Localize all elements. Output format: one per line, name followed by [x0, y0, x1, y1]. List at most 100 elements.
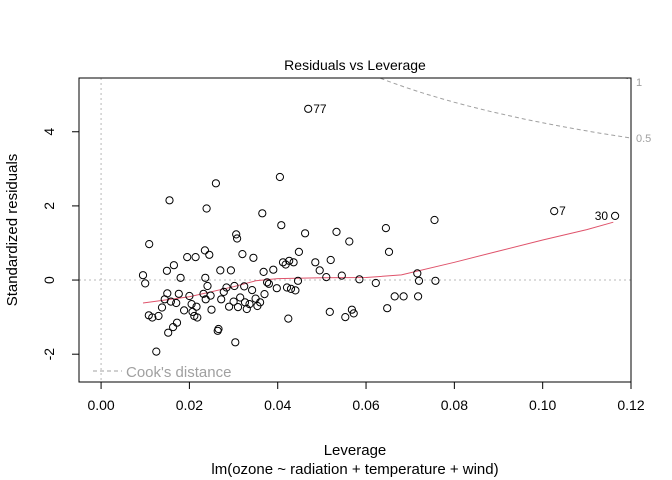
- data-point: [291, 286, 300, 295]
- x-axis-label: Leverage: [324, 442, 387, 459]
- reference-lines: [79, 78, 631, 382]
- data-point: [278, 258, 288, 267]
- x-tick-label: 0.06: [352, 397, 379, 413]
- data-point: [264, 279, 273, 288]
- data-point: [172, 298, 181, 308]
- data-point: [251, 294, 260, 303]
- data-point: [285, 256, 294, 265]
- data-point: [311, 258, 320, 267]
- cooks-contour-half: [378, 78, 631, 139]
- data-point: [381, 224, 390, 233]
- data-point: [238, 250, 247, 259]
- data-point: [272, 284, 281, 293]
- data-point: [304, 104, 313, 113]
- data-point: [154, 311, 163, 321]
- data-point: [233, 303, 243, 312]
- data-point: [203, 281, 212, 291]
- data-point: [240, 282, 249, 291]
- legend: Cook's distance: [93, 364, 231, 381]
- data-point: [431, 276, 440, 285]
- y-axis: -2 0 2 4: [41, 128, 79, 361]
- cooks-contour-label: 1: [636, 77, 642, 89]
- data-point: [289, 258, 298, 267]
- data-point: [230, 281, 239, 291]
- point-label: 30: [595, 209, 609, 223]
- data-point: [166, 297, 175, 306]
- data-point: [222, 283, 231, 292]
- data-point: [185, 291, 194, 301]
- data-point: [242, 304, 251, 314]
- data-point: [200, 246, 209, 255]
- data-point: [232, 230, 241, 239]
- data-point: [294, 247, 303, 256]
- data-point: [282, 283, 292, 292]
- data-point: [347, 305, 356, 314]
- cooks-contour-labels: 10.5: [636, 77, 651, 145]
- data-point: [337, 271, 346, 280]
- x-tick-label: 0.08: [441, 397, 468, 413]
- data-point: [249, 253, 258, 262]
- point-labels: 777 30: [313, 102, 608, 223]
- data-point: [286, 284, 296, 293]
- data-point: [180, 306, 189, 315]
- data-point: [172, 318, 182, 327]
- data-point: [611, 211, 620, 220]
- data-point: [258, 209, 267, 218]
- y-axis-label: Standardized residuals: [4, 154, 21, 307]
- data-point: [152, 347, 161, 356]
- cooks-contour-label: 0.5: [636, 133, 651, 145]
- cooks-distance-contours: [378, 78, 631, 139]
- data-point: [211, 179, 220, 188]
- data-point: [390, 292, 399, 301]
- data-point: [183, 253, 192, 262]
- y-tick-label: -2: [41, 348, 57, 361]
- data-point: [349, 309, 358, 318]
- data-point: [414, 292, 423, 301]
- data-point: [226, 266, 235, 275]
- x-tick-label: 0.12: [617, 397, 644, 413]
- data-point: [162, 266, 171, 275]
- y-tick-label: 4: [41, 128, 57, 136]
- data-point: [206, 291, 215, 300]
- data-point: [384, 247, 394, 256]
- data-point: [207, 305, 216, 314]
- point-label: 77: [313, 102, 327, 116]
- data-point: [383, 304, 392, 313]
- y-tick-label: 2: [41, 202, 57, 210]
- smoother-layer: [142, 221, 614, 304]
- y-tick-label: 0: [41, 276, 57, 284]
- data-point: [355, 275, 364, 284]
- cooks-contour-one: [623, 78, 631, 80]
- data-point: [263, 278, 272, 287]
- data-point: [141, 279, 150, 288]
- data-point: [187, 300, 196, 309]
- data-point: [231, 338, 240, 347]
- data-point: [414, 276, 424, 285]
- data-point: [275, 172, 284, 182]
- data-point: [399, 292, 408, 301]
- data-point: [165, 196, 174, 205]
- data-point: [260, 290, 269, 299]
- data-point: [216, 266, 225, 275]
- data-point: [214, 324, 223, 334]
- data-point: [550, 207, 559, 216]
- x-axis: 0.00 0.02 0.04 0.06 0.08 0.10 0.12: [87, 381, 645, 413]
- x-tick-label: 0.00: [87, 397, 114, 413]
- x-tick-label: 0.04: [264, 397, 291, 413]
- data-point: [188, 307, 197, 316]
- data-point: [277, 221, 286, 230]
- data-point: [217, 295, 226, 304]
- data-point: [341, 313, 350, 322]
- data-point: [145, 240, 154, 249]
- legend-label: Cook's distance: [126, 364, 231, 381]
- chart-title: Residuals vs Leverage: [284, 57, 426, 73]
- data-point: [326, 255, 335, 265]
- data-point: [322, 273, 331, 282]
- data-point: [225, 302, 234, 311]
- data-point: [163, 289, 172, 298]
- data-point: [148, 313, 157, 322]
- data-point: [174, 289, 183, 298]
- point-label: 7: [559, 204, 566, 218]
- plot-frame: [78, 77, 632, 383]
- data-point: [256, 298, 265, 307]
